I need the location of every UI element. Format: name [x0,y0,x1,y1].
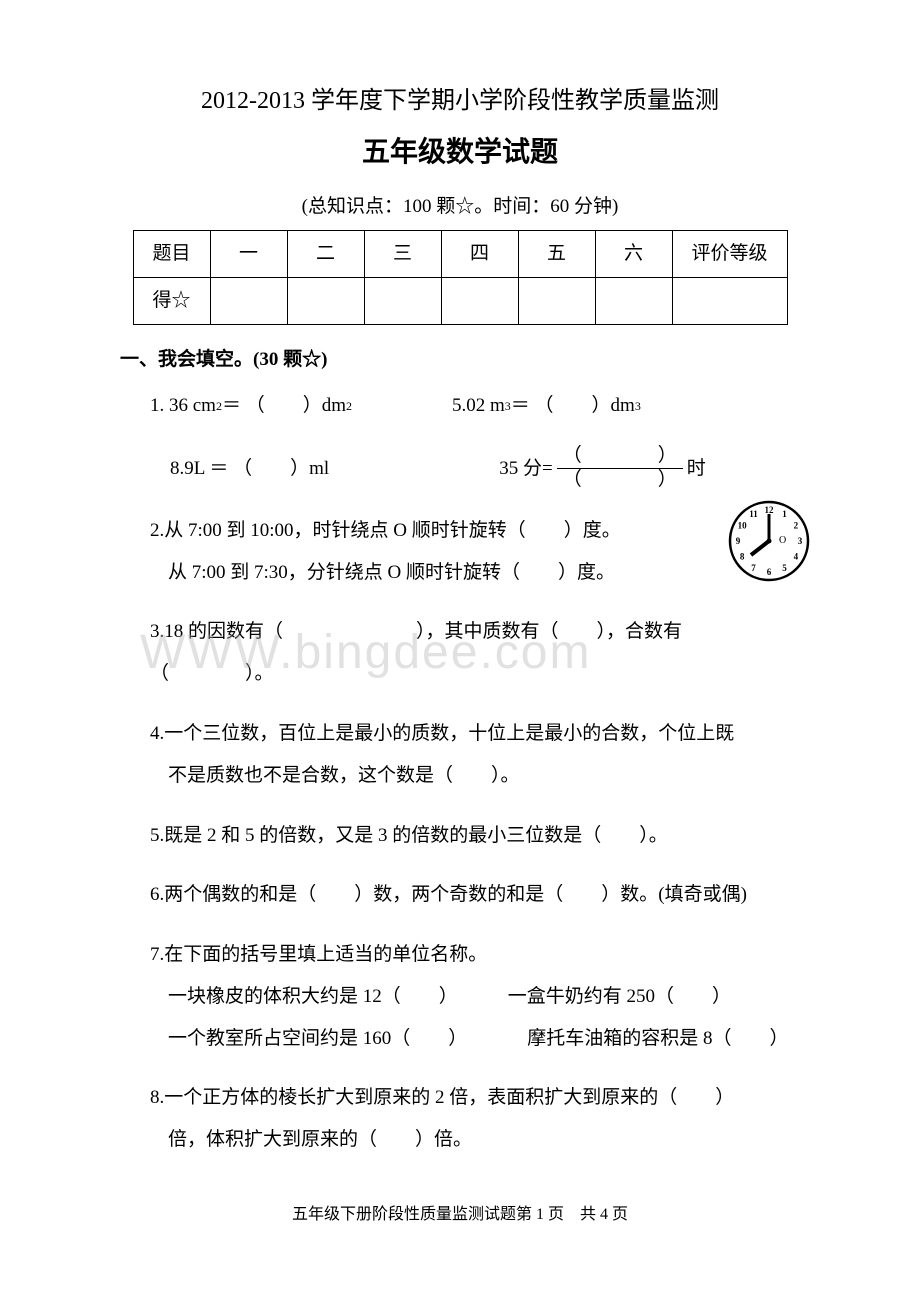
q5-num: 5. [150,825,164,846]
th-3: 三 [364,230,441,277]
q7-line1: 在下面的括号里填上适当的单位名称。 [164,944,487,965]
q3-text1: 18 的因数有（ ），其中质数有（ ），合数有 [164,621,682,642]
q1d-post: 时 [687,448,706,490]
cell [210,277,287,324]
q7-line2a: 一块橡皮的体积大约是 12（ ） [168,976,458,1018]
th-grade: 评价等级 [672,230,787,277]
q1-num: 1. [150,385,164,427]
q7-line2b: 一盒牛奶约有 250（ ） [508,976,731,1018]
fraction: （ ） （ ） [557,445,683,492]
q1c: 8.9L ＝ （ ）ml [170,448,329,490]
question-4: 4.一个三位数，百位上是最小的质数，十位上是最小的合数，个位上既 不是质数也不是… [120,713,800,797]
q1a-post: ＝ （ ）dm [222,385,346,427]
q2-num: 2. [150,520,164,541]
question-6: 6.两个偶数的和是（ ）数，两个奇数的和是（ ）数。(填奇或偶) [120,874,800,916]
q2-line2: 从 7:00 到 7:30，分针绕点 O 顺时针旋转（ ）度。 [168,562,615,583]
cell [672,277,787,324]
q2-line1: 从 7:00 到 10:00，时针绕点 O 顺时针旋转（ ）度。 [164,520,621,541]
sup: 3 [635,393,641,419]
q7-line3b: 摩托车油箱的容积是 8（ ） [527,1018,788,1060]
question-3: 3.18 的因数有（ ），其中质数有（ ），合数有 （ ）。 [120,611,800,695]
q3-text2: （ ）。 [150,663,274,684]
svg-text:5: 5 [782,563,787,573]
subtitle: (总知识点：100 颗☆。时间：60 分钟) [120,190,800,224]
title-line-2: 五年级数学试题 [120,127,800,177]
th-label: 题目 [133,230,210,277]
row-label: 得☆ [133,277,210,324]
svg-text:1: 1 [782,509,787,519]
q1a-pre: 36 cm [169,385,216,427]
q6-num: 6. [150,884,164,905]
svg-text:12: 12 [765,505,775,515]
q1b-post: ＝ （ ）dm [511,385,635,427]
cell [364,277,441,324]
cell [595,277,672,324]
th-4: 四 [441,230,518,277]
score-table: 题目 一 二 三 四 五 六 评价等级 得☆ [133,230,788,325]
question-7: 7.在下面的括号里填上适当的单位名称。 一块橡皮的体积大约是 12（ ） 一盒牛… [120,934,800,1059]
q8-line2: 倍，体积扩大到原来的（ ）倍。 [168,1129,472,1150]
q8-line1: 一个正方体的棱长扩大到原来的 2 倍，表面积扩大到原来的（ ） [164,1087,734,1108]
svg-text:3: 3 [798,536,803,546]
question-5: 5.既是 2 和 5 的倍数，又是 3 的倍数的最小三位数是（ ）。 [120,815,800,857]
th-6: 六 [595,230,672,277]
q1d-pre: 35 分= [499,448,552,490]
svg-text:4: 4 [794,551,799,561]
cell [287,277,364,324]
q8-num: 8. [150,1087,164,1108]
sup: 2 [346,393,352,419]
q7-line3a: 一个教室所占空间约是 160（ ） [168,1018,467,1060]
section-1-header: 一、我会填空。(30 颗☆) [120,343,800,377]
th-1: 一 [210,230,287,277]
table-row: 得☆ [133,277,787,324]
th-2: 二 [287,230,364,277]
th-5: 五 [518,230,595,277]
q1b-pre: 5.02 m [452,385,505,427]
svg-text:8: 8 [740,551,745,561]
question-2: 2.从 7:00 到 10:00，时针绕点 O 顺时针旋转（ ）度。 从 7:0… [120,510,800,594]
q4-num: 4. [150,723,164,744]
question-8: 8.一个正方体的棱长扩大到原来的 2 倍，表面积扩大到原来的（ ） 倍，体积扩大… [120,1077,800,1161]
svg-text:10: 10 [738,520,748,530]
svg-text:9: 9 [736,536,741,546]
question-1: 1. 36 cm2 ＝ （ ）dm2 5.02 m3 ＝ （ ）dm3 8.9L… [120,385,800,491]
table-row: 题目 一 二 三 四 五 六 评价等级 [133,230,787,277]
svg-text:11: 11 [749,509,758,519]
svg-text:6: 6 [767,567,772,577]
fraction-num: （ ） [557,445,683,469]
q4-line2: 不是质数也不是合数，这个数是（ ）。 [168,765,520,786]
svg-text:2: 2 [794,520,799,530]
clock-icon: 12 12 3 456 78 9 1011 O [728,500,810,582]
title-line-1: 2012-2013 学年度下学期小学阶段性教学质量监测 [120,80,800,123]
fraction-den: （ ） [557,469,683,492]
cell [441,277,518,324]
q7-num: 7. [150,944,164,965]
q4-line1: 一个三位数，百位上是最小的质数，十位上是最小的合数，个位上既 [164,723,734,744]
svg-text:7: 7 [751,563,756,573]
q3-num: 3. [150,621,164,642]
q5-text: 既是 2 和 5 的倍数，又是 3 的倍数的最小三位数是（ ）。 [164,825,668,846]
q6-text: 两个偶数的和是（ ）数，两个奇数的和是（ ）数。(填奇或偶) [164,884,747,905]
page-footer: 五年级下册阶段性质量监测试题第 1 页 共 4 页 [120,1201,800,1230]
cell [518,277,595,324]
clock-center-label: O [779,535,786,546]
